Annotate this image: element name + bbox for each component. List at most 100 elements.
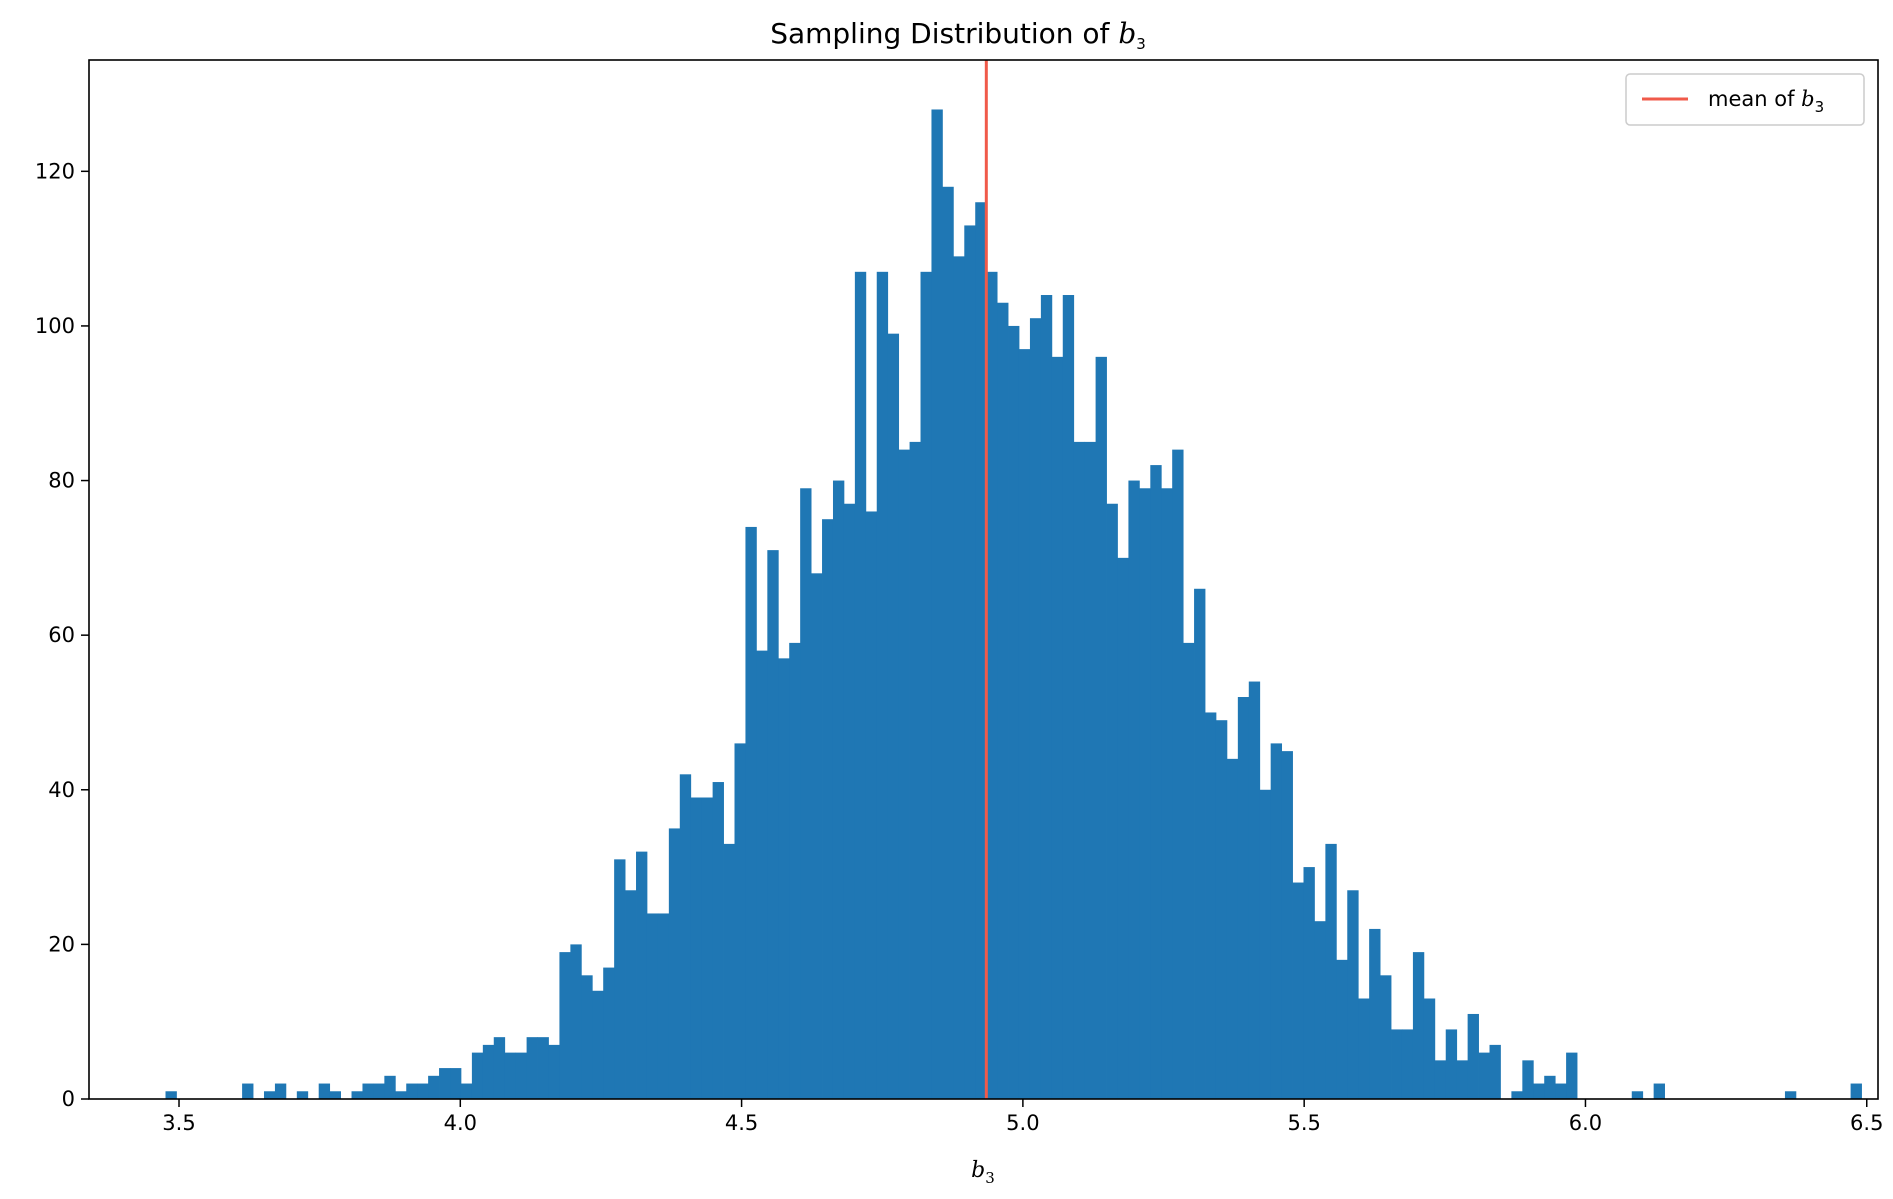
- histogram-bar: [570, 944, 582, 1099]
- histogram-bar: [581, 975, 593, 1099]
- histogram-bar: [1456, 1060, 1469, 1099]
- histogram-bar: [1336, 959, 1348, 1099]
- histogram-bar: [548, 1044, 560, 1099]
- histogram-bar: [362, 1083, 374, 1099]
- legend-label: mean of b3: [1708, 87, 1824, 116]
- histogram-bar: [1566, 1052, 1578, 1099]
- histogram-bar: [909, 441, 921, 1099]
- histogram-bar: [712, 782, 724, 1099]
- histogram-bar: [1445, 1029, 1458, 1099]
- histogram-bar: [1303, 867, 1315, 1099]
- histogram-bar: [1095, 356, 1107, 1099]
- histogram-bar: [1008, 325, 1020, 1099]
- histogram-bar: [679, 774, 692, 1099]
- histogram-bar: [428, 1075, 440, 1099]
- legend: mean of b3: [1625, 73, 1865, 126]
- x-tick-label: 5.5: [1287, 1111, 1320, 1135]
- histogram-bar: [1281, 751, 1293, 1099]
- histogram-bar: [242, 1083, 254, 1099]
- histogram-bar: [373, 1083, 385, 1099]
- histogram-bar: [1533, 1083, 1545, 1099]
- histogram-bar: [471, 1052, 484, 1099]
- histogram-bar: [406, 1083, 418, 1099]
- histogram-bar: [636, 851, 648, 1099]
- histogram-bar: [657, 913, 670, 1099]
- histogram-bar: [1128, 480, 1140, 1099]
- x-tick-label: 3.5: [162, 1111, 195, 1135]
- histogram-bar: [439, 1068, 451, 1099]
- histogram-bar: [515, 1052, 528, 1099]
- histogram-bar: [1401, 1029, 1414, 1099]
- histogram-bar: [450, 1068, 462, 1099]
- histogram-bar: [1117, 557, 1129, 1099]
- histogram-bar: [329, 1091, 341, 1099]
- histogram-bar: [1226, 758, 1239, 1099]
- histogram-bar: [1347, 890, 1359, 1099]
- histogram-bar: [953, 256, 965, 1099]
- histogram-bar: [1183, 642, 1195, 1099]
- histogram-bar: [1237, 697, 1250, 1099]
- histogram-bar: [767, 550, 779, 1099]
- histogram-bar: [854, 271, 867, 1099]
- histogram-bar: [537, 1037, 549, 1099]
- histogram-bar: [646, 913, 659, 1099]
- histogram-bar: [986, 271, 998, 1099]
- histogram-bar: [1215, 720, 1228, 1099]
- histogram-bar: [865, 511, 878, 1100]
- y-tick-label: 80: [48, 469, 75, 493]
- histogram-bar: [920, 271, 932, 1099]
- histogram-bar: [1369, 928, 1381, 1099]
- histogram-bar: [876, 271, 889, 1099]
- histogram-bar: [384, 1075, 396, 1099]
- histogram-bar: [942, 186, 954, 1100]
- histogram-bar: [1270, 743, 1283, 1099]
- histogram-bar: [701, 797, 714, 1099]
- histogram-bar: [526, 1037, 538, 1099]
- histogram-bar: [723, 843, 735, 1099]
- histogram-bar: [734, 743, 746, 1099]
- x-tick-label: 5.0: [1006, 1111, 1039, 1135]
- histogram-bar: [296, 1091, 309, 1099]
- histogram-bar: [1850, 1083, 1862, 1099]
- histogram-bar: [690, 797, 703, 1099]
- histogram-bar: [1292, 882, 1304, 1099]
- histogram-bar: [1139, 488, 1151, 1099]
- histogram-bar: [263, 1091, 276, 1099]
- histogram-bar: [1062, 295, 1075, 1099]
- histogram-bar: [1161, 488, 1173, 1099]
- y-tick-label: 40: [48, 778, 75, 802]
- histogram-bar: [822, 519, 834, 1099]
- x-tick-label: 4.5: [725, 1111, 758, 1135]
- histogram-bar: [603, 967, 615, 1099]
- histogram-bar: [778, 658, 790, 1099]
- histogram-bar: [614, 859, 626, 1099]
- histogram-bar: [1412, 952, 1425, 1099]
- x-tick-label: 6.5: [1850, 1111, 1883, 1135]
- histogram-bar: [625, 890, 637, 1099]
- y-axis-ticks: 0 20 40 60 80 100 120: [35, 159, 89, 1111]
- histogram-bar: [592, 990, 604, 1099]
- histogram-bar: [1358, 998, 1370, 1099]
- histogram-bar: [1511, 1091, 1523, 1099]
- histogram-bar: [745, 526, 757, 1099]
- histogram-bar: [800, 488, 812, 1099]
- histogram-bar: [318, 1083, 331, 1099]
- legend-box: [1625, 73, 1865, 126]
- histogram-bar: [274, 1083, 287, 1099]
- histogram-bar: [1194, 588, 1206, 1099]
- histogram-bar: [843, 503, 856, 1099]
- histogram-bar: [559, 952, 571, 1099]
- histogram-bar: [811, 573, 823, 1099]
- y-tick-label: 60: [48, 623, 75, 647]
- x-axis-ticks: 3.5 4.0 4.5 5.0 5.5 6.0 6.5: [162, 1099, 1883, 1135]
- histogram-bar: [1325, 843, 1337, 1099]
- x-tick-label: 6.0: [1569, 1111, 1602, 1135]
- histogram-bar: [1029, 318, 1042, 1099]
- histogram-bar: [964, 225, 976, 1099]
- histogram-bar: [493, 1037, 506, 1099]
- histogram-bar: [1522, 1060, 1534, 1099]
- x-tick-label: 4.0: [444, 1111, 477, 1135]
- histogram-bar: [1380, 975, 1392, 1099]
- histogram-bar: [1555, 1083, 1567, 1099]
